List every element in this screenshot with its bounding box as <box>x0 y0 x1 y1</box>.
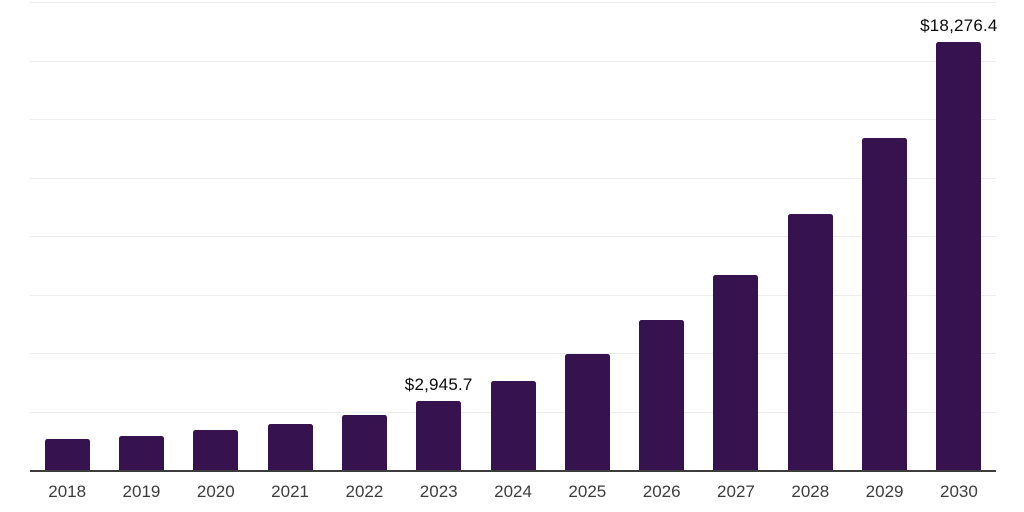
bar-2024 <box>490 381 536 470</box>
bar-2029 <box>862 138 908 470</box>
bar-slot-2029 <box>847 2 921 470</box>
bar-slot-2023 <box>402 2 476 470</box>
bar-2019 <box>118 435 164 470</box>
bar-2023 <box>416 401 462 470</box>
x-tick-2021: 2021 <box>271 482 309 501</box>
plot-area: $2,945.7 $18,276.4 <box>30 2 998 472</box>
x-tick-2023: 2023 <box>419 482 458 501</box>
x-tick-2027: 2027 <box>717 482 755 501</box>
bar-2030 <box>936 42 982 470</box>
bar-slot-2030 <box>922 2 996 470</box>
gridline-5000 <box>30 353 996 354</box>
bar-2022 <box>341 414 387 470</box>
x-tick-2018: 2018 <box>48 482 87 501</box>
x-tick-2026: 2026 <box>642 482 681 501</box>
x-tick-2020: 2020 <box>196 482 235 501</box>
bar-slot-2028 <box>773 2 847 470</box>
bar-2020 <box>193 430 239 470</box>
bar-2027 <box>713 274 759 470</box>
gridline-7500 <box>30 294 996 296</box>
bar-slot-2022 <box>327 2 401 470</box>
bar-slot-2025 <box>550 2 624 470</box>
bar-slot-2026 <box>625 2 699 470</box>
bar-2028 <box>787 213 833 470</box>
x-tick-2019: 2019 <box>122 482 161 501</box>
bar-slot-2027 <box>699 2 773 470</box>
x-tick-2030: 2030 <box>939 482 978 501</box>
gridline-12500 <box>30 177 996 179</box>
x-tick-2024: 2024 <box>494 482 532 501</box>
value-label-2023: $2,945.7 <box>404 375 473 395</box>
gridline-10000 <box>30 236 996 237</box>
bar-2018 <box>44 439 90 470</box>
bar-slot-2019 <box>104 2 178 470</box>
gridline-15000 <box>30 119 996 120</box>
bar-slot-2021 <box>253 2 327 470</box>
x-tick-2025: 2025 <box>568 482 607 501</box>
bar-2021 <box>267 423 313 470</box>
gridline-20000 <box>30 2 996 3</box>
gridline-17500 <box>30 60 996 62</box>
x-axis-tick-labels: 2018 2019 2020 2021 2022 2023 2024 2025 2026 2027… <box>30 482 996 502</box>
x-tick-2029: 2029 <box>865 482 904 501</box>
x-tick-2022: 2022 <box>345 482 384 501</box>
bar-2026 <box>639 320 685 470</box>
bar-slot-2020 <box>179 2 253 470</box>
bar-slot-2018 <box>30 2 104 470</box>
bar-2025 <box>564 353 610 470</box>
bar-slot-2024 <box>476 2 550 470</box>
x-tick-2028: 2028 <box>791 482 830 501</box>
value-label-2030: $18,276.4 <box>920 16 998 36</box>
bars-container <box>30 2 996 470</box>
